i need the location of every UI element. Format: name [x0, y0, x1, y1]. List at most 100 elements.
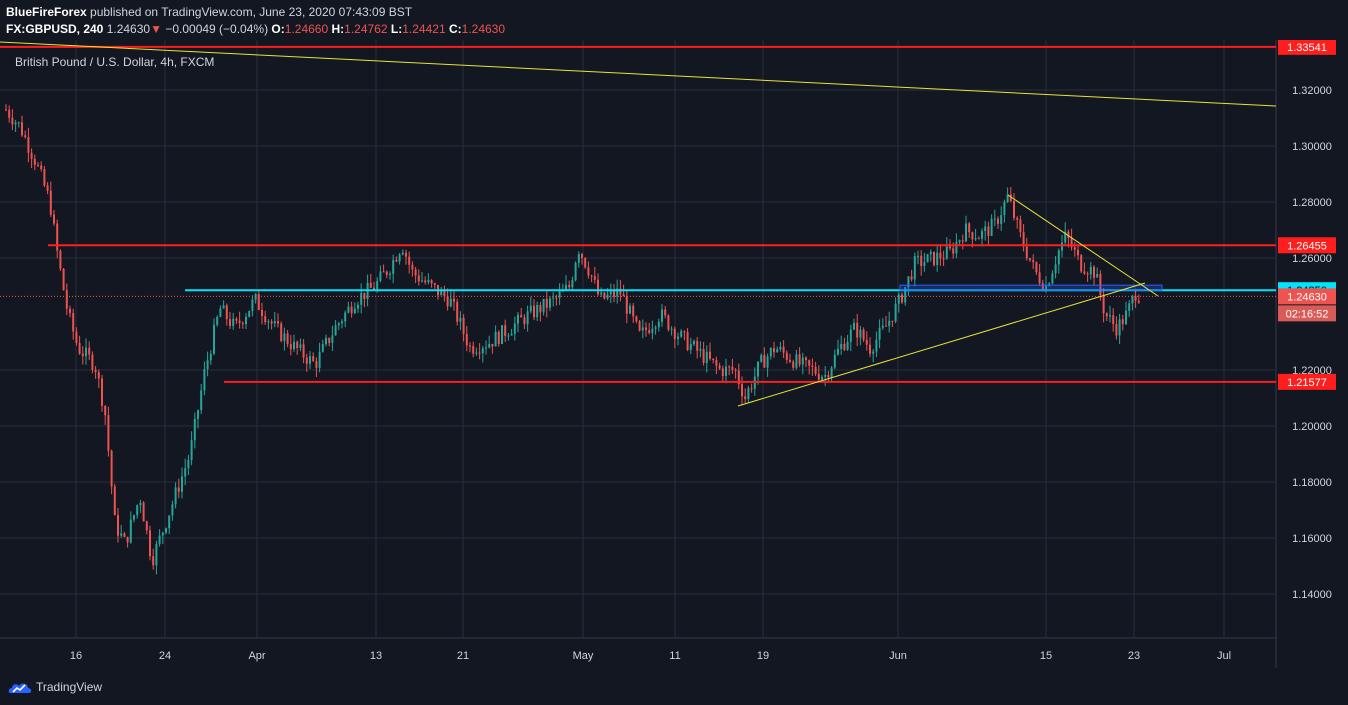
candle[interactable] — [734, 368, 737, 379]
candle[interactable] — [801, 352, 804, 375]
candle[interactable] — [171, 500, 174, 521]
candle[interactable] — [638, 319, 641, 332]
candle[interactable] — [1096, 267, 1099, 278]
candle[interactable] — [657, 318, 660, 332]
candle[interactable] — [1128, 299, 1131, 317]
candle[interactable] — [360, 283, 363, 314]
candle[interactable] — [597, 273, 599, 296]
candle[interactable] — [1048, 282, 1051, 287]
candle[interactable] — [1102, 288, 1105, 323]
candle[interactable] — [811, 358, 814, 376]
candle[interactable] — [59, 249, 62, 272]
candle[interactable] — [977, 236, 980, 240]
candle[interactable] — [85, 338, 87, 365]
candle[interactable] — [94, 365, 97, 379]
candle[interactable] — [405, 249, 407, 265]
candle[interactable] — [1051, 270, 1054, 285]
candle[interactable] — [990, 214, 993, 237]
candle[interactable] — [14, 119, 17, 133]
candle[interactable] — [696, 337, 699, 359]
candle[interactable] — [62, 267, 65, 291]
candle[interactable] — [1009, 186, 1012, 203]
candle[interactable] — [181, 467, 183, 499]
candle[interactable] — [37, 162, 39, 168]
candle[interactable] — [987, 221, 990, 245]
drawing-overlays[interactable] — [0, 41, 1277, 407]
candle[interactable] — [133, 514, 135, 523]
candle[interactable] — [187, 455, 190, 476]
candle[interactable] — [446, 288, 449, 311]
candle[interactable] — [1038, 264, 1041, 286]
candle[interactable] — [923, 252, 926, 272]
candle[interactable] — [1083, 262, 1086, 275]
candle[interactable] — [782, 340, 785, 358]
candle[interactable] — [325, 334, 327, 347]
candle[interactable] — [302, 338, 305, 364]
candle[interactable] — [574, 261, 577, 282]
candle[interactable] — [984, 221, 987, 241]
candle[interactable] — [757, 361, 759, 385]
candle[interactable] — [341, 319, 343, 329]
candle[interactable] — [411, 261, 414, 277]
candle[interactable] — [686, 328, 689, 352]
candle[interactable] — [593, 266, 596, 284]
candle[interactable] — [613, 284, 615, 303]
candle[interactable] — [91, 351, 94, 374]
candle[interactable] — [392, 254, 395, 284]
zone-rectangle[interactable] — [899, 284, 1163, 291]
candle[interactable] — [632, 303, 635, 323]
candle[interactable] — [651, 320, 654, 340]
candle[interactable] — [1137, 294, 1140, 304]
candle[interactable] — [126, 536, 129, 548]
candle[interactable] — [673, 326, 676, 349]
candle[interactable] — [27, 127, 30, 163]
candle[interactable] — [382, 264, 385, 273]
candle[interactable] — [347, 301, 350, 314]
candle[interactable] — [558, 283, 561, 305]
falling-trendline[interactable] — [1007, 194, 1159, 297]
candle[interactable] — [56, 219, 59, 259]
price-axis[interactable]: 1.320001.300001.280001.260001.220001.200… — [1278, 40, 1336, 601]
candle[interactable] — [513, 316, 516, 341]
candlestick-series[interactable] — [5, 104, 1140, 575]
candle[interactable] — [913, 252, 916, 287]
candle[interactable] — [961, 234, 964, 250]
candle[interactable] — [120, 524, 123, 538]
candle[interactable] — [865, 331, 868, 351]
candle[interactable] — [264, 310, 267, 325]
candle[interactable] — [81, 346, 84, 365]
candle[interactable] — [715, 356, 718, 375]
candle[interactable] — [837, 339, 839, 356]
candle[interactable] — [299, 338, 302, 352]
candle[interactable] — [40, 161, 43, 172]
candle[interactable] — [888, 311, 891, 333]
candle[interactable] — [145, 520, 148, 535]
candle[interactable] — [875, 331, 878, 358]
candle[interactable] — [814, 361, 817, 377]
candle[interactable] — [929, 249, 932, 262]
candle[interactable] — [107, 406, 110, 457]
candle[interactable] — [1054, 255, 1057, 279]
candle[interactable] — [792, 359, 795, 371]
candle[interactable] — [206, 351, 209, 377]
candle[interactable] — [200, 383, 203, 415]
candle[interactable] — [702, 341, 705, 366]
candle[interactable] — [161, 531, 164, 545]
candle[interactable] — [625, 289, 628, 324]
candle[interactable] — [46, 182, 49, 195]
candle[interactable] — [862, 327, 865, 343]
candle[interactable] — [465, 326, 468, 352]
candle[interactable] — [289, 335, 292, 356]
candle[interactable] — [232, 312, 235, 330]
candle[interactable] — [693, 339, 695, 346]
candle[interactable] — [737, 363, 740, 390]
candle[interactable] — [389, 271, 391, 280]
candle[interactable] — [385, 270, 388, 279]
candle[interactable] — [165, 527, 167, 535]
tradingview-logo[interactable]: TradingView — [8, 680, 102, 694]
candle[interactable] — [843, 337, 846, 352]
candle[interactable] — [718, 362, 721, 371]
candle[interactable] — [545, 290, 548, 318]
candle[interactable] — [379, 265, 382, 283]
candle[interactable] — [488, 335, 491, 349]
